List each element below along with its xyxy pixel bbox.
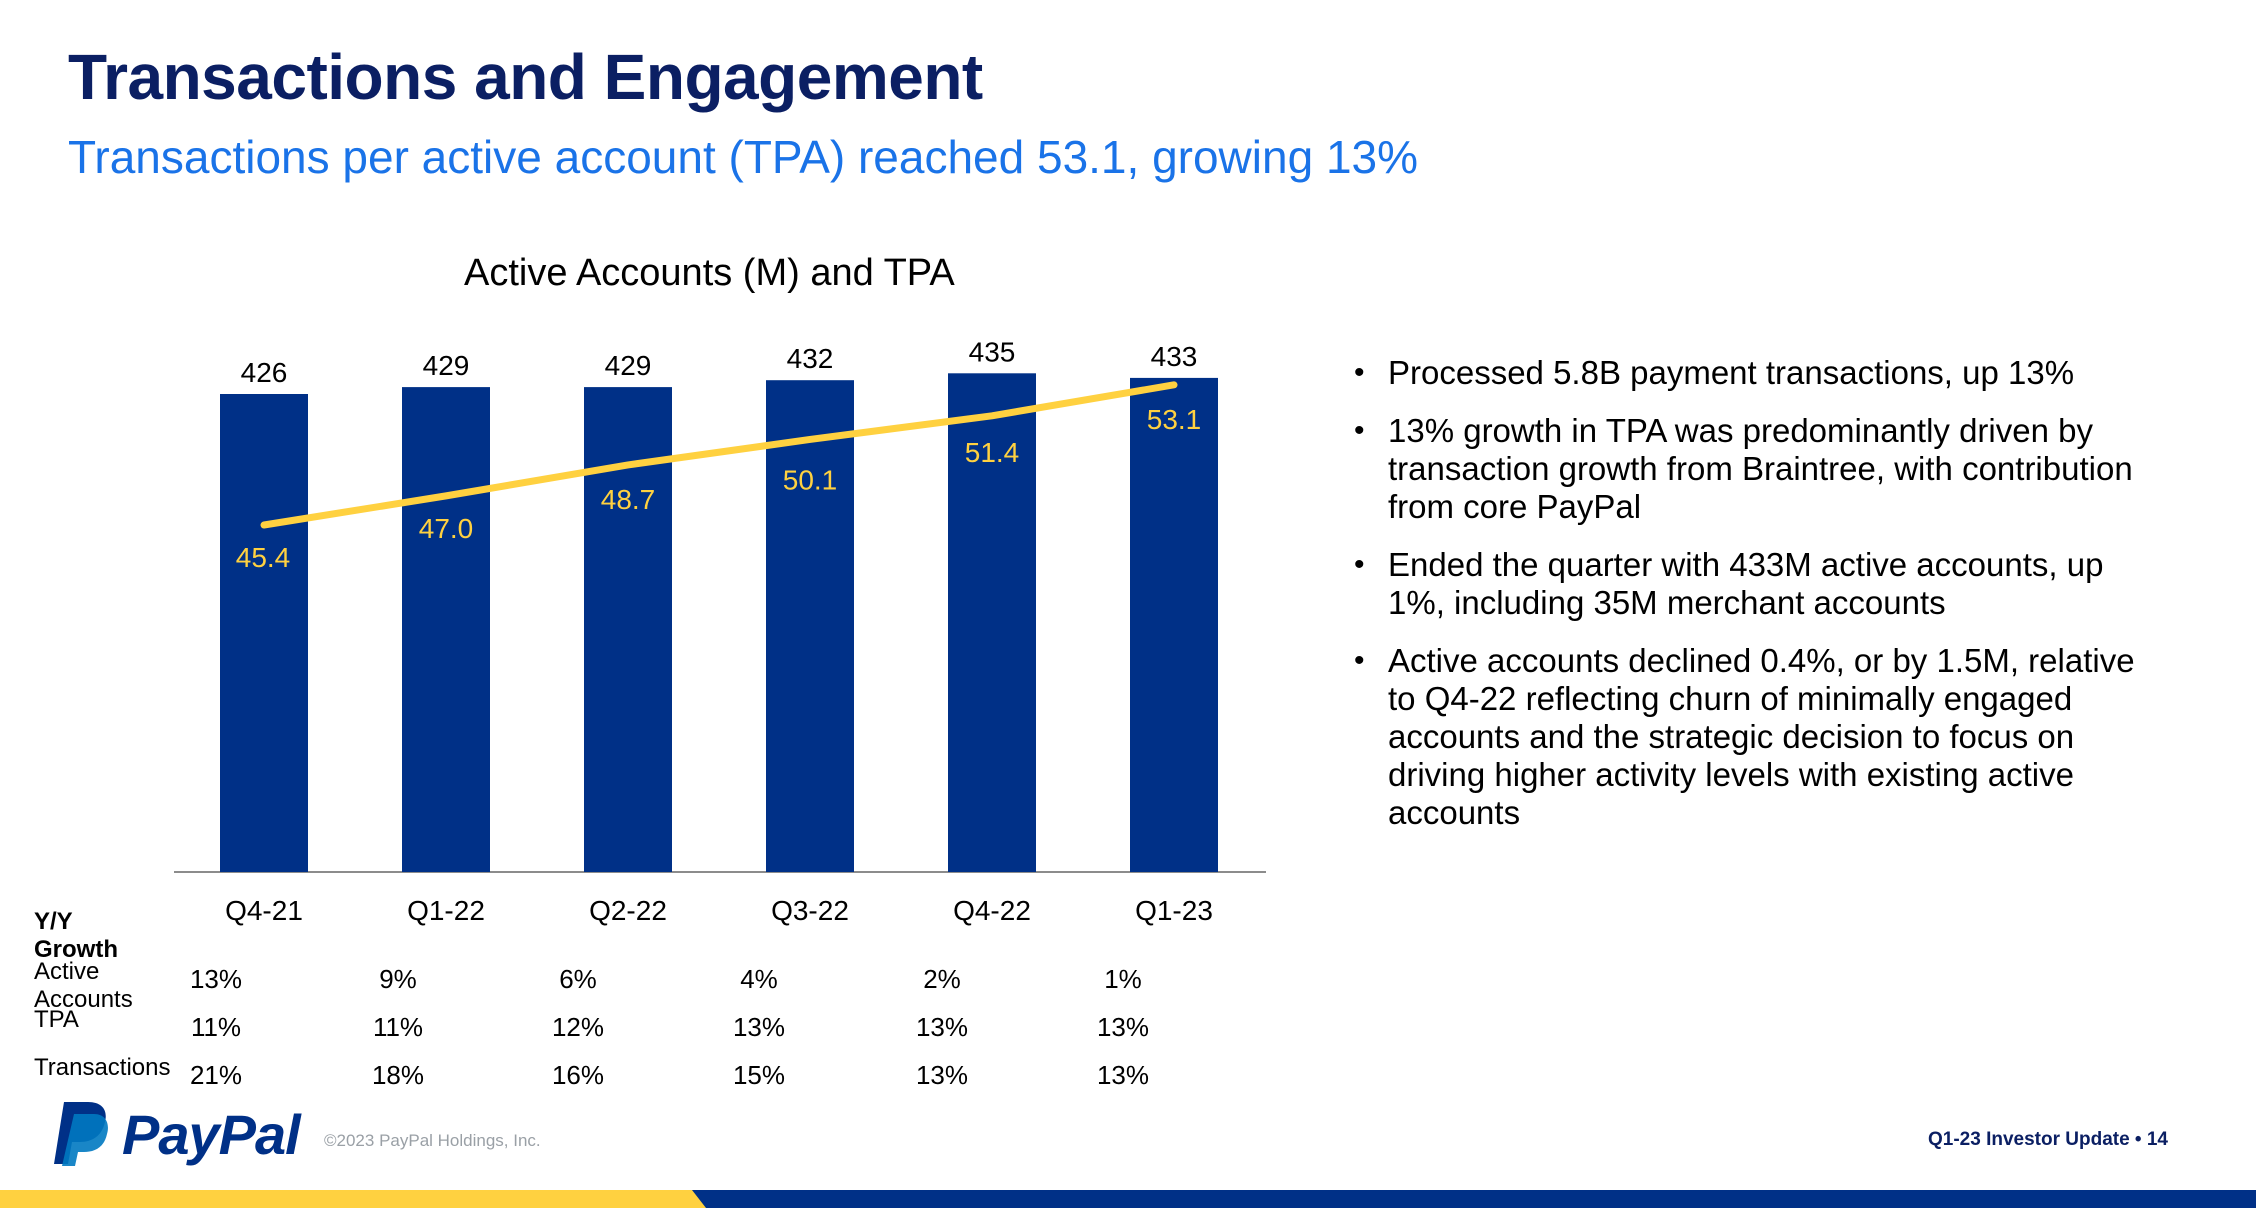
growth-cell: 1%: [1104, 964, 1142, 994]
tpa-value-label: 50.1: [783, 464, 838, 495]
bullet-active-accounts: Ended the quarter with 433M active accou…: [1348, 546, 2148, 622]
bullet-tpa-growth: 13% growth in TPA was predominantly driv…: [1348, 412, 2148, 526]
bar-value-label: 432: [787, 343, 834, 374]
bar-value-label: 426: [241, 357, 288, 388]
tpa-value-label: 47.0: [419, 513, 474, 544]
growth-cell: 4%: [740, 964, 778, 994]
bar-Q4-22: [948, 373, 1036, 872]
x-tick-label: Q3-22: [771, 895, 849, 926]
growth-cell: 2%: [923, 964, 961, 994]
bullet-transactions: Processed 5.8B payment transactions, up …: [1348, 354, 2148, 392]
growth-cell: 13%: [1096, 1012, 1150, 1042]
growth-cell: 13%: [915, 1060, 969, 1090]
growth-row-label: Active Accounts: [34, 958, 133, 1013]
growth-cell: 11%: [372, 1012, 424, 1042]
bullet-accounts-declined: Active accounts declined 0.4%, or by 1.5…: [1348, 642, 2148, 832]
bar-Q1-22: [402, 387, 490, 872]
growth-row-label: TPA: [34, 1006, 79, 1033]
bottom-brand-bar: [0, 1190, 2256, 1208]
key-points-list: Processed 5.8B payment transactions, up …: [1348, 354, 2148, 852]
tpa-value-label: 48.7: [601, 484, 656, 515]
growth-cell: 12%: [551, 1012, 605, 1042]
x-tick-label: Q1-23: [1135, 895, 1213, 926]
x-tick-label: Q2-22: [589, 895, 667, 926]
bar-value-label: 435: [969, 336, 1016, 367]
slide-title: Transactions and Engagement: [68, 41, 983, 113]
paypal-wordmark: PayPal: [122, 1103, 301, 1166]
paypal-logo-icon: [54, 1102, 108, 1166]
tpa-value-label: 53.1: [1147, 404, 1202, 435]
growth-row-label: Transactions: [34, 1054, 171, 1081]
growth-cell: 13%: [732, 1012, 786, 1042]
slide-subtitle: Transactions per active account (TPA) re…: [68, 131, 1419, 183]
growth-table-header: Y/Y Growth: [34, 908, 118, 963]
bar-value-label: 429: [605, 350, 652, 381]
growth-cell: 11%: [190, 1012, 242, 1042]
growth-cell: 21%: [189, 1060, 243, 1090]
growth-cell: 6%: [559, 964, 597, 994]
growth-cell: 18%: [371, 1060, 425, 1090]
x-tick-label: Q1-22: [407, 895, 485, 926]
bar-value-label: 433: [1151, 341, 1198, 372]
x-tick-label: Q4-22: [953, 895, 1031, 926]
bar-Q3-22: [766, 380, 854, 872]
growth-cell: 16%: [551, 1060, 605, 1090]
bar-Q4-21: [220, 394, 308, 872]
x-tick-label: Q4-21: [225, 895, 303, 926]
growth-cell: 13%: [1096, 1060, 1150, 1090]
tpa-line: [260, 381, 1178, 529]
bar-value-label: 429: [423, 350, 470, 381]
active-accounts-tpa-chart: 426 Q4-21 429 Q1-22 429 Q2-22 432 Q3-22 435 Q4-22…: [174, 336, 1266, 926]
growth-cell: 13%: [189, 964, 243, 994]
chart-title: Active Accounts (M) and TPA: [464, 252, 955, 294]
growth-cell: 15%: [732, 1060, 786, 1090]
footer-page-info: Q1-23 Investor Update • 14: [1927, 1129, 2168, 1150]
tpa-value-label: 51.4: [965, 437, 1020, 468]
copyright: ©2023 PayPal Holdings, Inc.: [324, 1131, 541, 1150]
bar-Q1-23: [1130, 377, 1218, 872]
growth-cell: 9%: [379, 964, 417, 994]
tpa-value-label: 45.4: [236, 542, 291, 573]
growth-cell: 13%: [915, 1012, 969, 1042]
